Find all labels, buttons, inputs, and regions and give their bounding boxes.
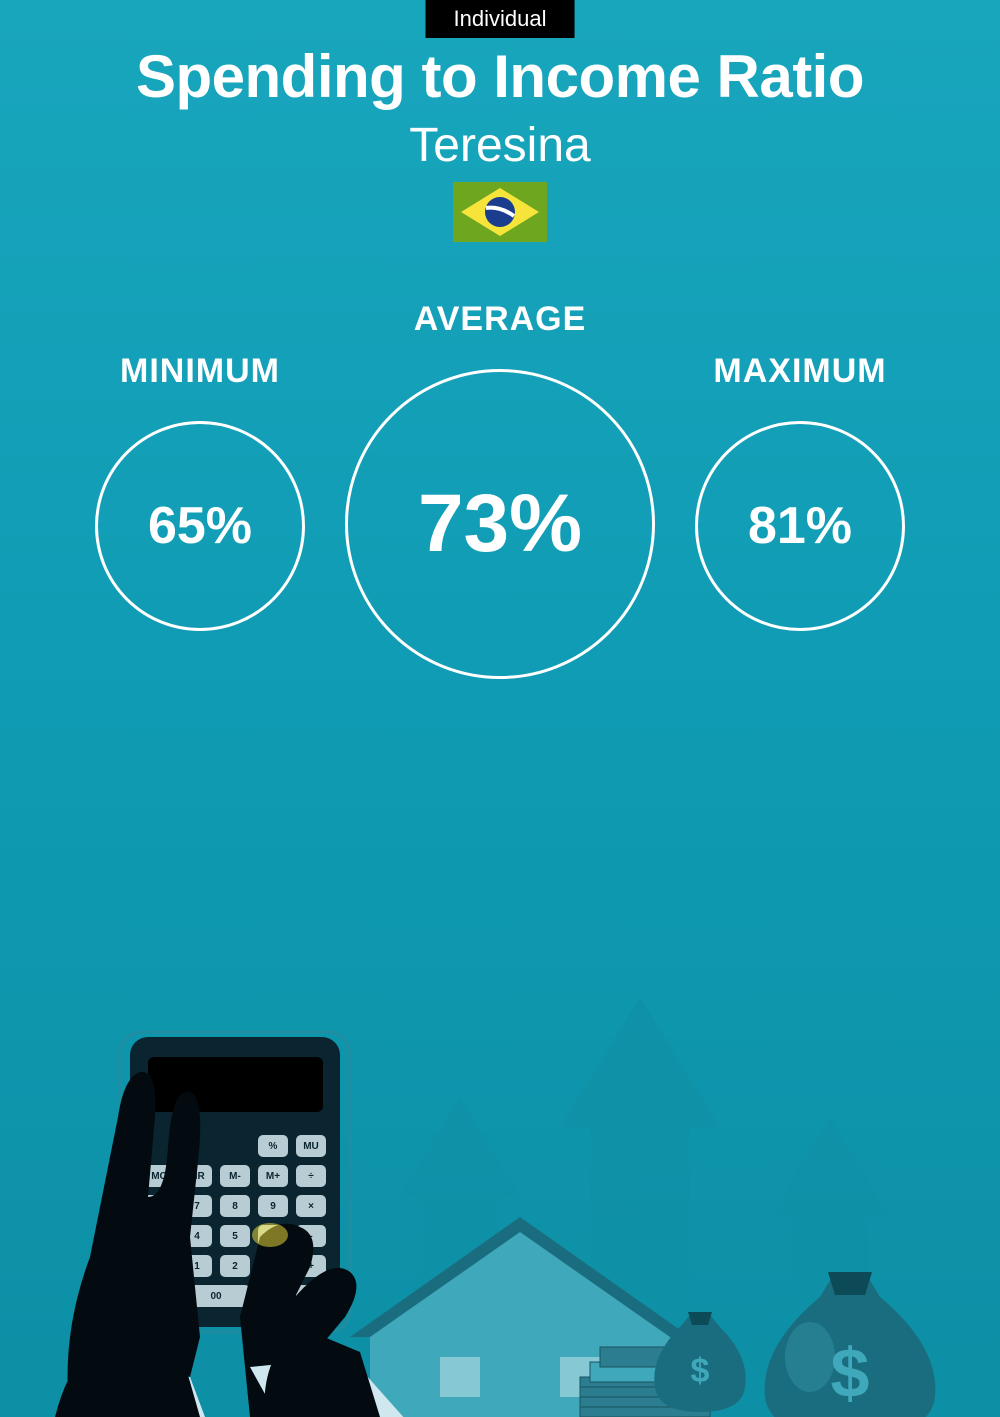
finance-illustration-icon: $ $ bbox=[0, 817, 1000, 1417]
location-subtitle: Teresina bbox=[0, 118, 1000, 173]
svg-text:M-: M- bbox=[229, 1171, 241, 1182]
stat-average: AVERAGE 73% bbox=[345, 300, 655, 679]
svg-text:4: 4 bbox=[194, 1231, 200, 1242]
stat-label: AVERAGE bbox=[414, 300, 587, 339]
svg-text:MU: MU bbox=[303, 1141, 319, 1152]
page-title: Spending to Income Ratio bbox=[0, 42, 1000, 111]
stat-label: MAXIMUM bbox=[713, 352, 886, 391]
svg-text:5: 5 bbox=[232, 1231, 238, 1242]
svg-text:8: 8 bbox=[232, 1201, 238, 1212]
svg-text:7: 7 bbox=[194, 1201, 200, 1212]
svg-text:9: 9 bbox=[270, 1201, 276, 1212]
svg-text:÷: ÷ bbox=[308, 1171, 314, 1182]
stat-minimum: MINIMUM 65% bbox=[95, 352, 305, 631]
stat-circle-avg: 73% bbox=[345, 369, 655, 679]
svg-text:M+: M+ bbox=[266, 1171, 280, 1182]
category-badge: Individual bbox=[426, 0, 575, 38]
flag-icon bbox=[453, 182, 547, 242]
stat-label: MINIMUM bbox=[120, 352, 280, 391]
stat-circle-max: 81% bbox=[695, 421, 905, 631]
stat-circle-min: 65% bbox=[95, 421, 305, 631]
stat-maximum: MAXIMUM 81% bbox=[695, 352, 905, 631]
svg-text:$: $ bbox=[691, 1352, 710, 1390]
svg-text:00: 00 bbox=[210, 1291, 222, 1302]
svg-text:2: 2 bbox=[232, 1261, 238, 1272]
stats-row: MINIMUM 65% AVERAGE 73% MAXIMUM 81% bbox=[0, 300, 1000, 679]
svg-text:%: % bbox=[269, 1141, 278, 1152]
svg-text:$: $ bbox=[831, 1334, 870, 1412]
svg-text:×: × bbox=[308, 1201, 314, 1212]
svg-text:1: 1 bbox=[194, 1261, 200, 1272]
